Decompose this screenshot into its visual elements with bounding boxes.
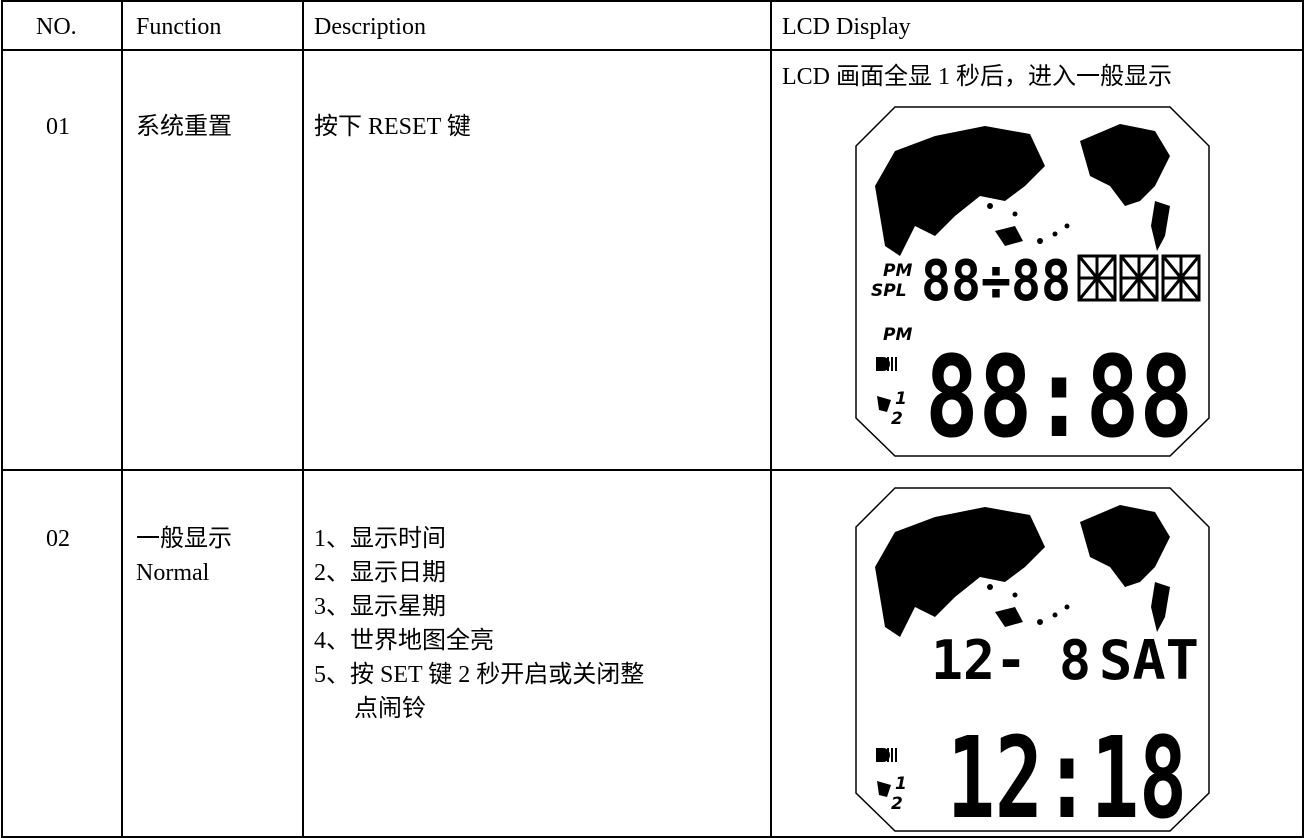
alarm-number: 1 [895,774,907,794]
row-number: 01 [46,114,70,140]
alarm-number: 1 [895,389,907,409]
alarm-icon [877,781,891,797]
lcd-weekday: SAT [1099,629,1199,692]
header-cell: LCD Display [782,14,911,40]
lcd-display: 12- 8 SAT 12:18 1 2 [855,487,1210,833]
lcd-digits: 88÷88 [921,249,1071,314]
world-map [875,505,1170,637]
border [1302,0,1304,838]
border [1,0,1304,2]
chime-icon [876,748,897,762]
lcd-caption: LCD 画面全显 1 秒后，进入一般显示 [782,64,1172,90]
lcd-digits: 88:88 [925,333,1193,458]
chime-icon [876,357,897,371]
border [302,0,304,838]
alarm-icon [877,396,891,412]
lcd-date: 12- 8 [931,629,1091,692]
header-cell: NO. [36,14,77,40]
function: 一般显示 [136,526,232,552]
border [770,0,772,838]
description: 按下 RESET 键 [314,114,471,140]
row-number: 02 [46,526,70,552]
header-cell: Function [136,14,222,40]
border [1,49,1304,51]
pm-indicator: PM [883,325,912,345]
description: 3、显示星期 [314,594,446,620]
description: 2、显示日期 [314,560,446,586]
alarm-number: 2 [891,409,903,429]
border [1,836,1304,838]
description: 4、世界地图全亮 [314,628,494,654]
world-map [875,124,1170,256]
description: 1、显示时间 [314,526,446,552]
alarm-number: 2 [891,794,903,814]
lcd-time: 12:18 [947,714,1187,833]
lcd-frame [855,106,1210,457]
description: 点闹铃 [354,696,426,722]
function: 系统重置 [136,114,232,140]
border [121,0,123,838]
pm-indicator: PM [883,261,912,281]
lcd-frame [855,487,1210,832]
border [1,469,1304,471]
description: 5、按 SET 键 2 秒开启或关闭整 [314,662,645,688]
lcd-display: PM SPL 88÷88 PM 88:88 1 2 [855,106,1210,458]
border [1,0,3,838]
segment-blocks [1077,254,1201,302]
spl-indicator: SPL [871,281,907,301]
function: Normal [136,560,210,586]
header-cell: Description [314,14,426,40]
